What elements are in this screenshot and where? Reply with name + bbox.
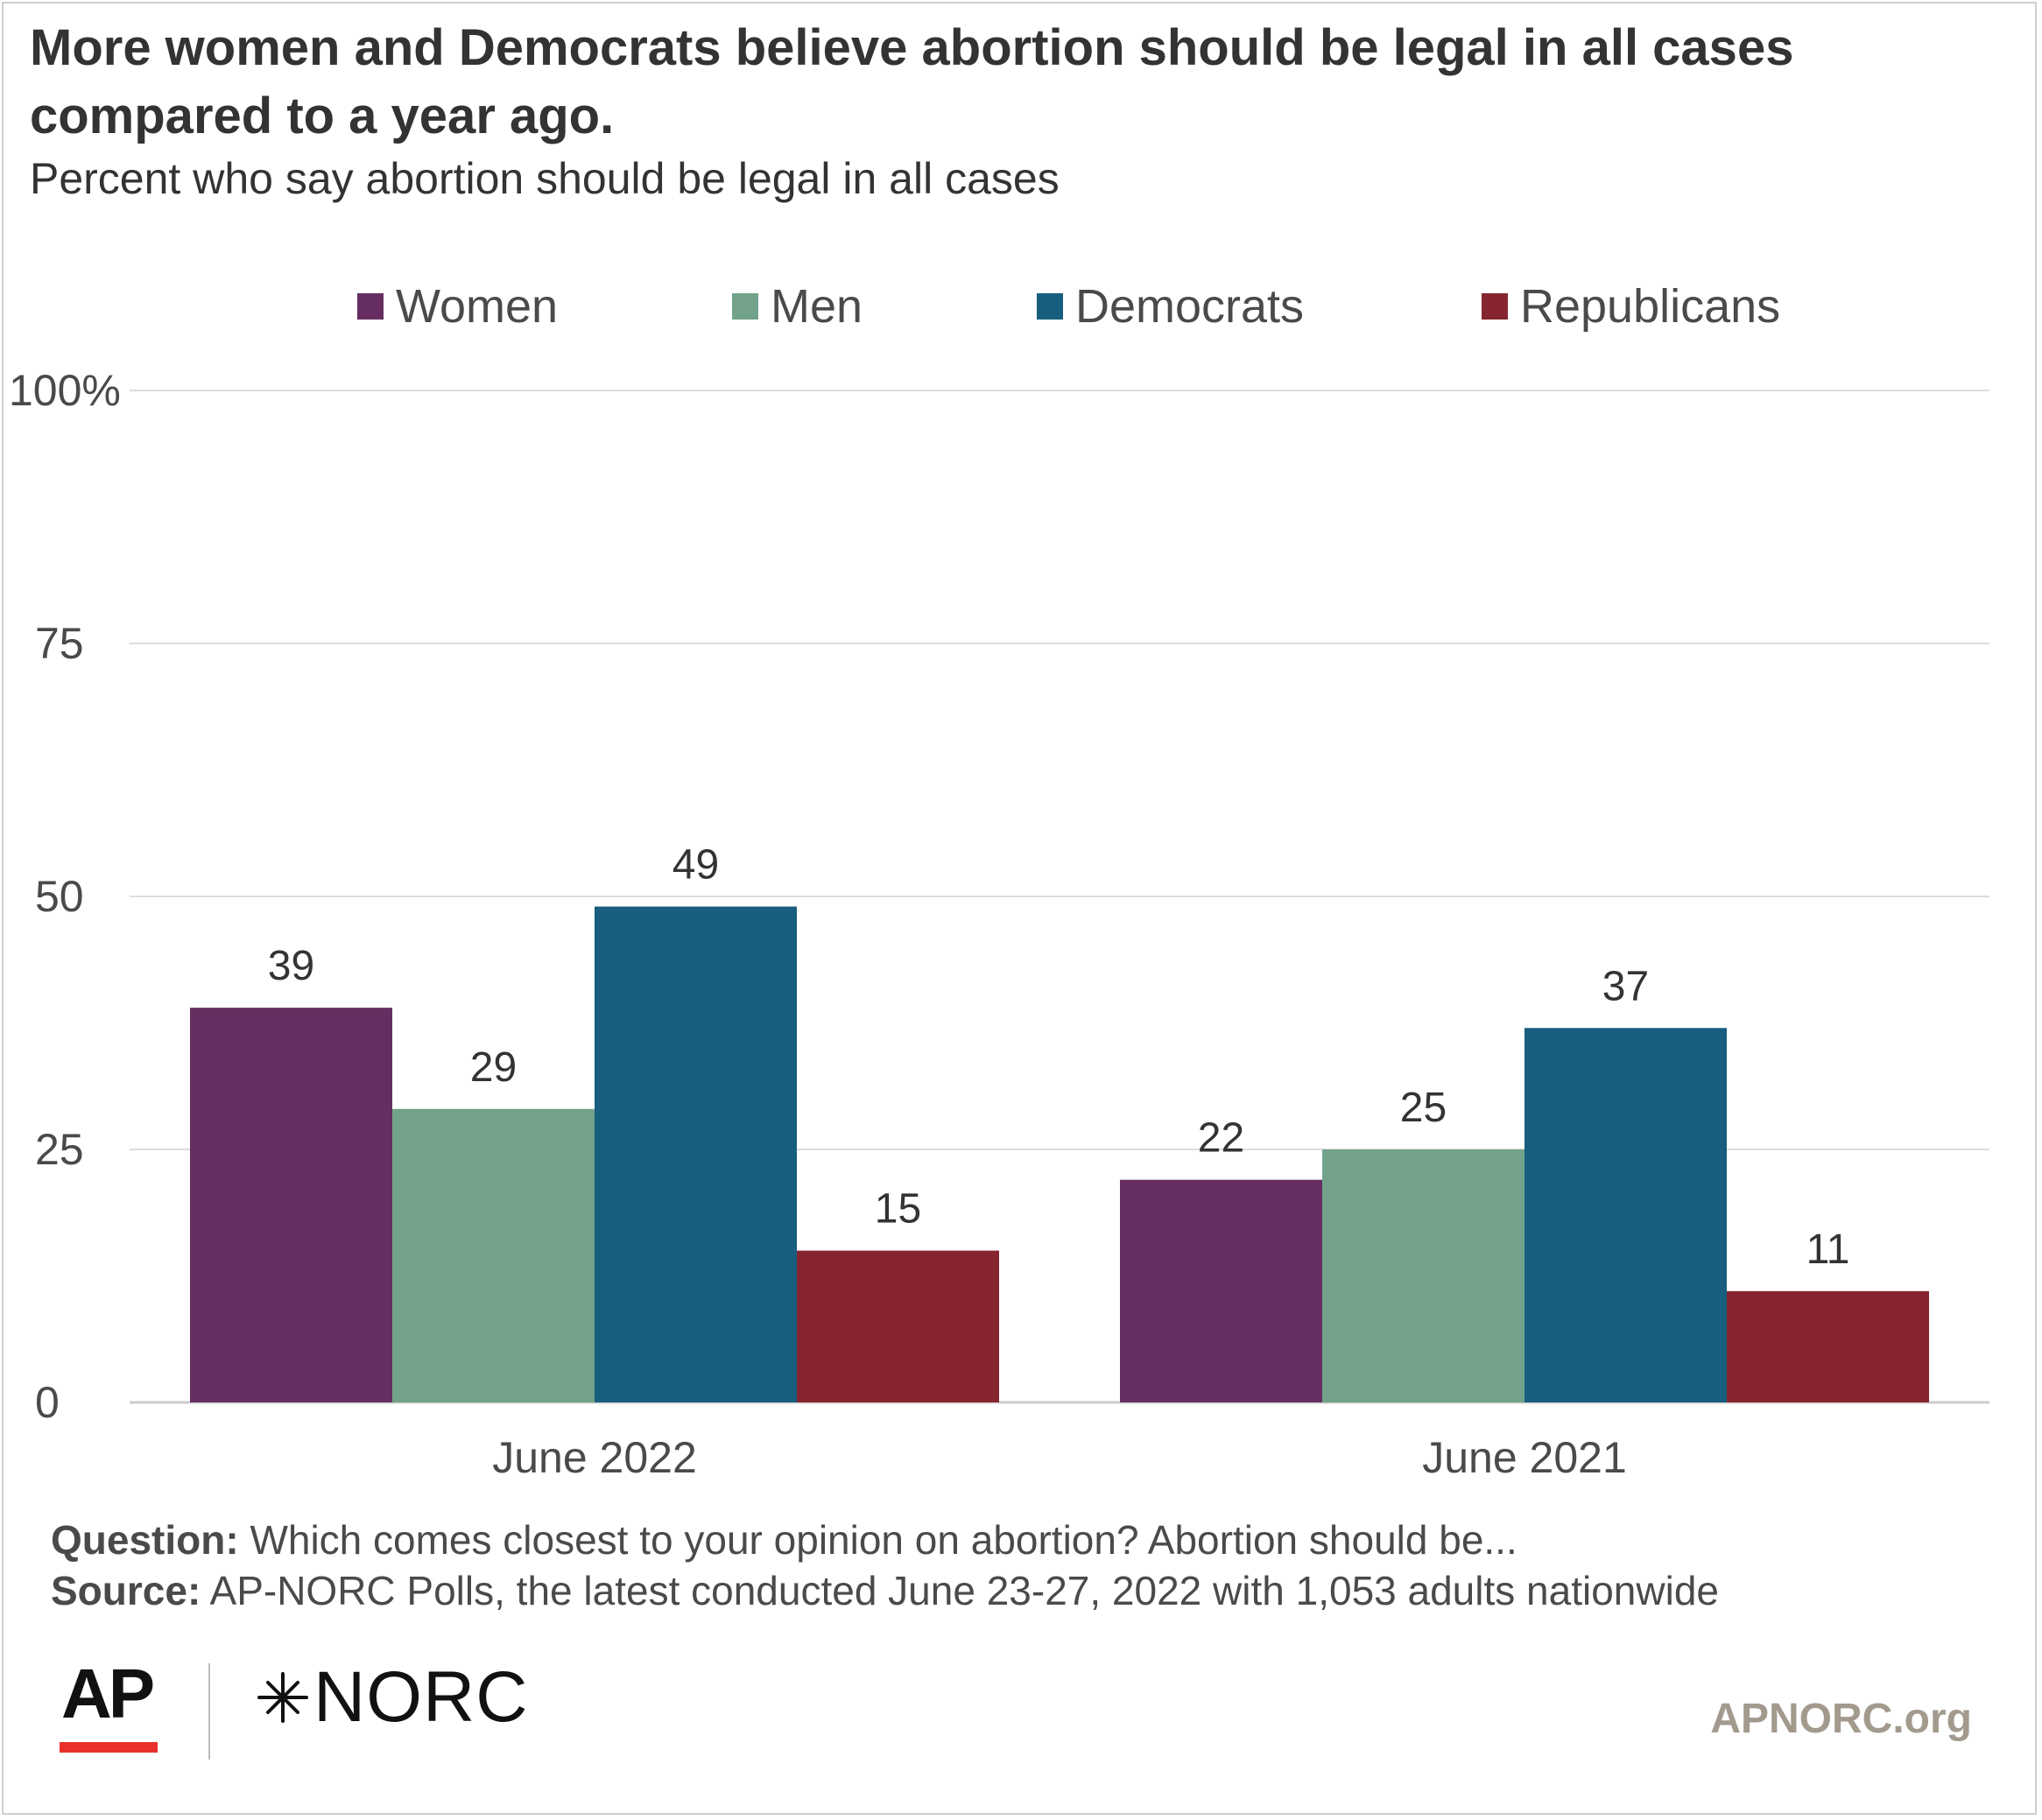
norc-logo-text: NORC [313,1657,529,1737]
y-axis-ticks: 0 25 50 75 100% [9,366,121,1427]
legend: Women Men Democrats Republicans [0,271,2042,341]
chart-notes: Question: Which comes closest to your op… [51,1514,1719,1616]
bar-value-label: 22 [1198,1115,1244,1162]
y-tick-label: 25 [35,1125,84,1174]
bar-value-label: 29 [470,1044,517,1091]
bar-value-label: 25 [1400,1085,1447,1131]
bar-republicans-0 [797,1250,999,1402]
bar-republicans-1 [1727,1290,1929,1402]
y-tick-label: 50 [35,872,84,921]
legend-label-democrats: Democrats [1075,280,1305,333]
y-tick-label: 0 [35,1378,60,1427]
legend-item-men: Men [732,271,863,341]
question-text: Which comes closest to your opinion on a… [238,1517,1517,1563]
legend-swatch-women [357,293,384,320]
bar-men-0 [392,1108,595,1402]
legend-item-republicans: Republicans [1482,271,1780,341]
source-text: AP-NORC Polls, the latest conducted June… [201,1568,1719,1613]
bar-value-label: 49 [672,842,719,889]
bar-democrats-1 [1524,1028,1727,1402]
bar-value-label: 39 [268,943,314,989]
question-label: Question: [51,1517,239,1563]
bar-democrats-0 [595,906,797,1402]
legend-label-republicans: Republicans [1520,280,1781,333]
bar-value-label: 11 [1806,1226,1850,1273]
x-axis-ticks: June 2022 June 2021 [492,1433,1627,1482]
ap-logo: AP [61,1655,155,1732]
bar-value-labels: 39 29 49 15 22 25 37 11 [268,842,1850,1273]
bars [190,906,1929,1402]
legend-swatch-republicans [1482,293,1508,320]
bar-value-label: 37 [1602,963,1649,1009]
bar-women-0 [190,1008,392,1402]
legend-item-women: Women [357,271,558,341]
legend-item-democrats: Democrats [1037,271,1304,341]
legend-swatch-democrats [1037,293,1063,320]
x-tick-label: June 2021 [1422,1433,1627,1482]
apnorc-site-link[interactable]: APNORC.org [1710,1696,1972,1742]
question-note: Question: Which comes closest to your op… [51,1514,1719,1565]
bar-value-label: 15 [875,1186,921,1233]
chart-title: More women and Democrats believe abortio… [30,19,1794,144]
logo-divider [208,1663,210,1760]
chart-subtitle: Percent who say abortion should be legal… [30,154,1060,203]
source-label: Source: [51,1568,201,1613]
x-tick-label: June 2022 [492,1433,697,1482]
legend-label-men: Men [771,280,863,333]
norc-logo: NORC [256,1658,528,1737]
norc-star-icon [257,1672,308,1723]
ap-logo-underline [60,1742,158,1753]
y-tick-label: 75 [35,619,84,668]
logo-area: AP NORC APNORC.org [0,1646,2042,1777]
source-note: Source: AP-NORC Polls, the latest conduc… [51,1565,1719,1616]
legend-swatch-men [732,293,758,320]
bar-women-1 [1120,1179,1322,1402]
legend-label-women: Women [396,280,559,333]
bar-men-1 [1322,1149,1524,1402]
y-tick-label: 100% [9,366,121,415]
